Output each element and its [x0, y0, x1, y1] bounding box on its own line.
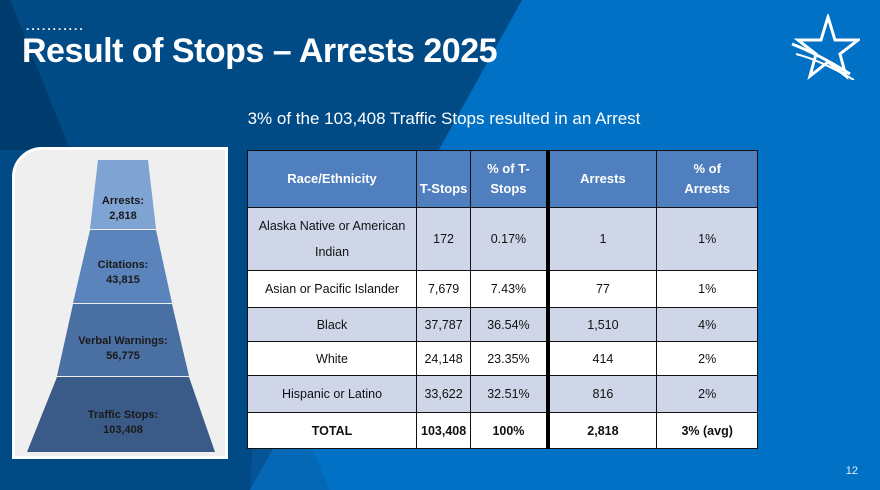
- page-number: 12: [845, 465, 858, 477]
- header-pct-t-stops: % of T-Stops: [470, 150, 549, 208]
- table-row: Alaska Native or American Indian 172 0.1…: [247, 207, 759, 271]
- arrests-table: Race/Ethnicity T-Stops % of T-Stops Arre…: [247, 150, 759, 449]
- slide-title: Result of Stops – Arrests 2025: [22, 32, 498, 70]
- table-row: Hispanic or Latino 33,622 32.51% 816 2%: [247, 375, 759, 413]
- header-t-stops: T-Stops: [415, 150, 472, 208]
- slide-subtitle: 3% of the 103,408 Traffic Stops resulted…: [247, 109, 641, 128]
- pyramid-layer-citations: [73, 230, 172, 303]
- table-header-row: Race/Ethnicity T-Stops % of T-Stops Arre…: [247, 150, 759, 208]
- table-row: Asian or Pacific Islander 7,679 7.43% 77…: [247, 270, 759, 308]
- pyramid-label-citations: Citations: 43,815: [97, 259, 149, 286]
- pyramid-layer-traffic-stops: [27, 377, 215, 452]
- pyramid-layer-verbal-warnings: [57, 304, 189, 376]
- table-total-row: TOTAL 103,408 100% 2,818 3% (avg): [247, 412, 759, 449]
- pyramid-chart: [27, 160, 215, 452]
- header-race: Race/Ethnicity: [247, 150, 417, 208]
- decorative-dots: ...........: [26, 19, 85, 33]
- star-logo-icon: [791, 14, 860, 80]
- pyramid-label-traffic-stops: Traffic Stops: 103,408: [87, 409, 159, 436]
- pyramid-layer-arrests: [90, 160, 156, 229]
- header-arrests: Arrests: [545, 150, 658, 208]
- pyramid-label-verbal-warnings: Verbal Warnings: 56,775: [78, 335, 168, 362]
- table-row: White 24,148 23.35% 414 2%: [247, 341, 759, 376]
- table-row: Black 37,787 36.54% 1,510 4%: [247, 307, 759, 342]
- header-pct-arrests: % of Arrests: [656, 150, 759, 208]
- pyramid-panel: Arrests: 2,818 Citations: 43,815 Verbal Wa…: [12, 147, 228, 459]
- pyramid-label-arrests: Arrests: 2,818: [101, 195, 145, 222]
